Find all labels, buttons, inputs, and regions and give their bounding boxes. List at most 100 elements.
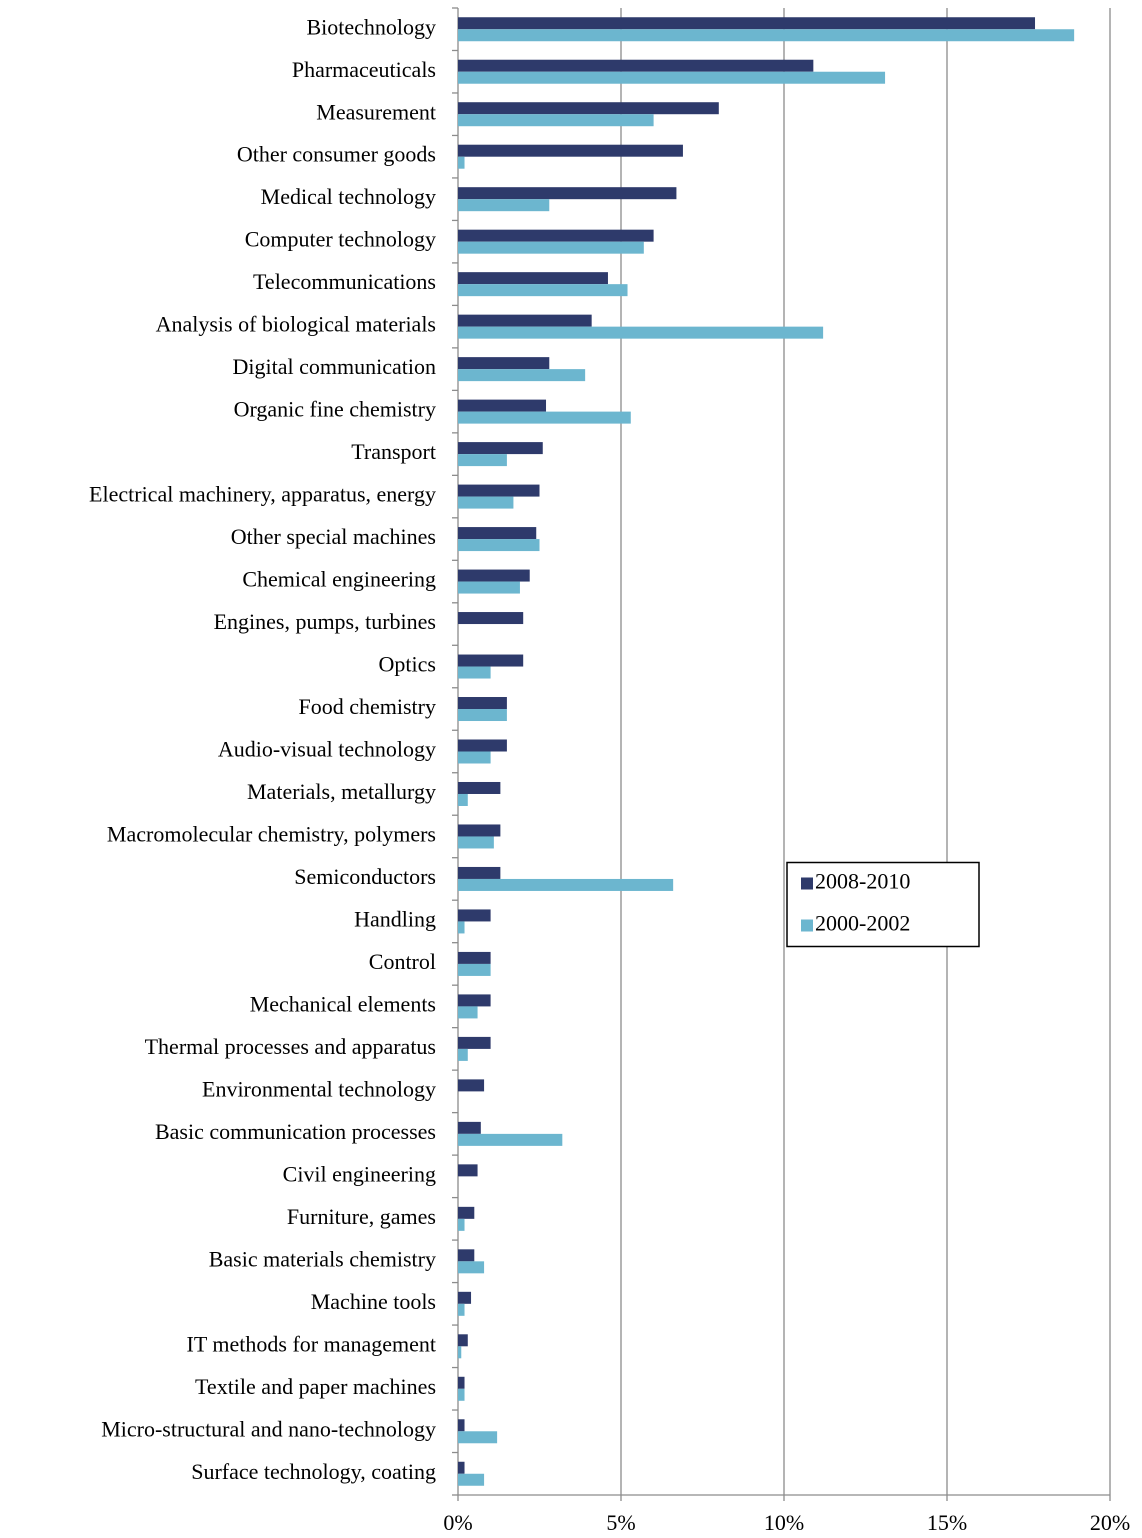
bar <box>458 1218 465 1231</box>
bar <box>458 1048 468 1061</box>
bar <box>458 654 524 667</box>
bar <box>458 909 491 922</box>
bar <box>458 739 507 752</box>
bar <box>458 581 520 594</box>
bar <box>458 1036 491 1049</box>
y-tick-label: Macromolecular chemistry, polymers <box>107 822 436 847</box>
bar <box>458 199 550 212</box>
bar <box>458 793 468 806</box>
y-tick-label: Food chemistry <box>299 694 437 719</box>
bar <box>458 114 654 127</box>
bar <box>458 1133 563 1146</box>
bar <box>458 29 1075 42</box>
bar <box>458 442 543 455</box>
y-tick-label: Basic materials chemistry <box>209 1246 436 1271</box>
y-tick-label: Micro-structural and nano-technology <box>101 1416 436 1441</box>
y-tick-label: Civil engineering <box>283 1161 436 1186</box>
bar <box>458 399 547 412</box>
bar <box>458 241 644 254</box>
y-tick-label: Basic communication processes <box>155 1119 436 1144</box>
y-tick-label: Electrical machinery, apparatus, energy <box>89 482 436 507</box>
bar <box>458 1431 498 1444</box>
y-tick-label: Digital communication <box>233 354 436 379</box>
bar <box>458 144 683 157</box>
bar <box>458 1121 481 1134</box>
bar <box>458 357 550 370</box>
bar <box>458 539 540 552</box>
y-tick-label: Thermal processes and apparatus <box>145 1034 436 1059</box>
bar <box>458 1419 465 1432</box>
bar <box>458 1334 468 1347</box>
y-tick-label: Semiconductors <box>294 864 436 889</box>
y-tick-label: Organic fine chemistry <box>234 397 436 422</box>
legend-label: 2008-2010 <box>815 869 910 894</box>
y-tick-label: Control <box>369 949 436 974</box>
x-tick-label: 20% <box>1090 1510 1130 1535</box>
legend: 2008-2010 2000-2002 <box>786 861 980 948</box>
bar <box>458 666 491 679</box>
legend-swatch <box>801 877 813 890</box>
bar <box>458 156 465 169</box>
y-tick-label: Transport <box>351 439 436 464</box>
y-tick-label: Environmental technology <box>202 1076 436 1101</box>
x-tick-label: 5% <box>606 1510 635 1535</box>
y-tick-label: Other consumer goods <box>237 142 436 167</box>
bar <box>458 1461 465 1474</box>
y-tick-label: Surface technology, coating <box>191 1459 436 1484</box>
bar <box>458 454 507 467</box>
x-tick-label: 10% <box>764 1510 804 1535</box>
bar <box>458 229 654 242</box>
bar <box>458 921 465 934</box>
bar <box>458 272 608 285</box>
bar <box>458 411 631 424</box>
bar <box>458 1346 462 1359</box>
y-tick-label: Pharmaceuticals <box>292 57 436 82</box>
bar <box>458 1261 485 1274</box>
bar <box>458 878 674 891</box>
y-tick-label: IT methods for management <box>187 1331 436 1356</box>
bar <box>458 709 507 722</box>
bar <box>458 1006 478 1019</box>
y-tick-label: Chemical engineering <box>242 567 436 592</box>
legend-label: 2000-2002 <box>815 911 910 936</box>
bar <box>458 496 514 509</box>
y-tick-label: Optics <box>379 652 436 677</box>
bar <box>458 284 628 297</box>
bar <box>458 1376 465 1389</box>
y-tick-label: Other special machines <box>231 524 436 549</box>
bar <box>458 1291 472 1304</box>
bar <box>458 612 524 625</box>
y-tick-label: Handling <box>354 906 436 931</box>
bar <box>458 1079 485 1092</box>
legend-swatch <box>801 919 813 932</box>
bar <box>458 314 592 327</box>
bar <box>458 59 814 72</box>
bar <box>458 187 677 200</box>
y-tick-label: Textile and paper machines <box>195 1374 436 1399</box>
bar <box>458 484 540 497</box>
bar <box>458 17 1036 30</box>
y-tick-label: Materials, metallurgy <box>247 779 436 804</box>
bar <box>458 102 719 115</box>
bar <box>458 963 491 976</box>
bar <box>458 781 501 794</box>
bar <box>458 569 530 582</box>
y-tick-label: Measurement <box>316 99 436 124</box>
bar <box>458 326 824 339</box>
bar <box>458 994 491 1007</box>
x-tick-label: 15% <box>927 1510 967 1535</box>
bar <box>458 866 501 879</box>
y-tick-label: Biotechnology <box>306 14 436 39</box>
legend-box <box>786 861 980 948</box>
bar <box>458 1249 475 1262</box>
bar <box>458 1388 465 1401</box>
bar <box>458 369 586 382</box>
y-tick-label: Machine tools <box>311 1289 436 1314</box>
bar <box>458 1164 478 1177</box>
bar <box>458 836 494 849</box>
bar <box>458 1303 465 1316</box>
bar <box>458 1206 475 1219</box>
y-tick-label: Analysis of biological materials <box>156 312 436 337</box>
bar <box>458 751 491 764</box>
